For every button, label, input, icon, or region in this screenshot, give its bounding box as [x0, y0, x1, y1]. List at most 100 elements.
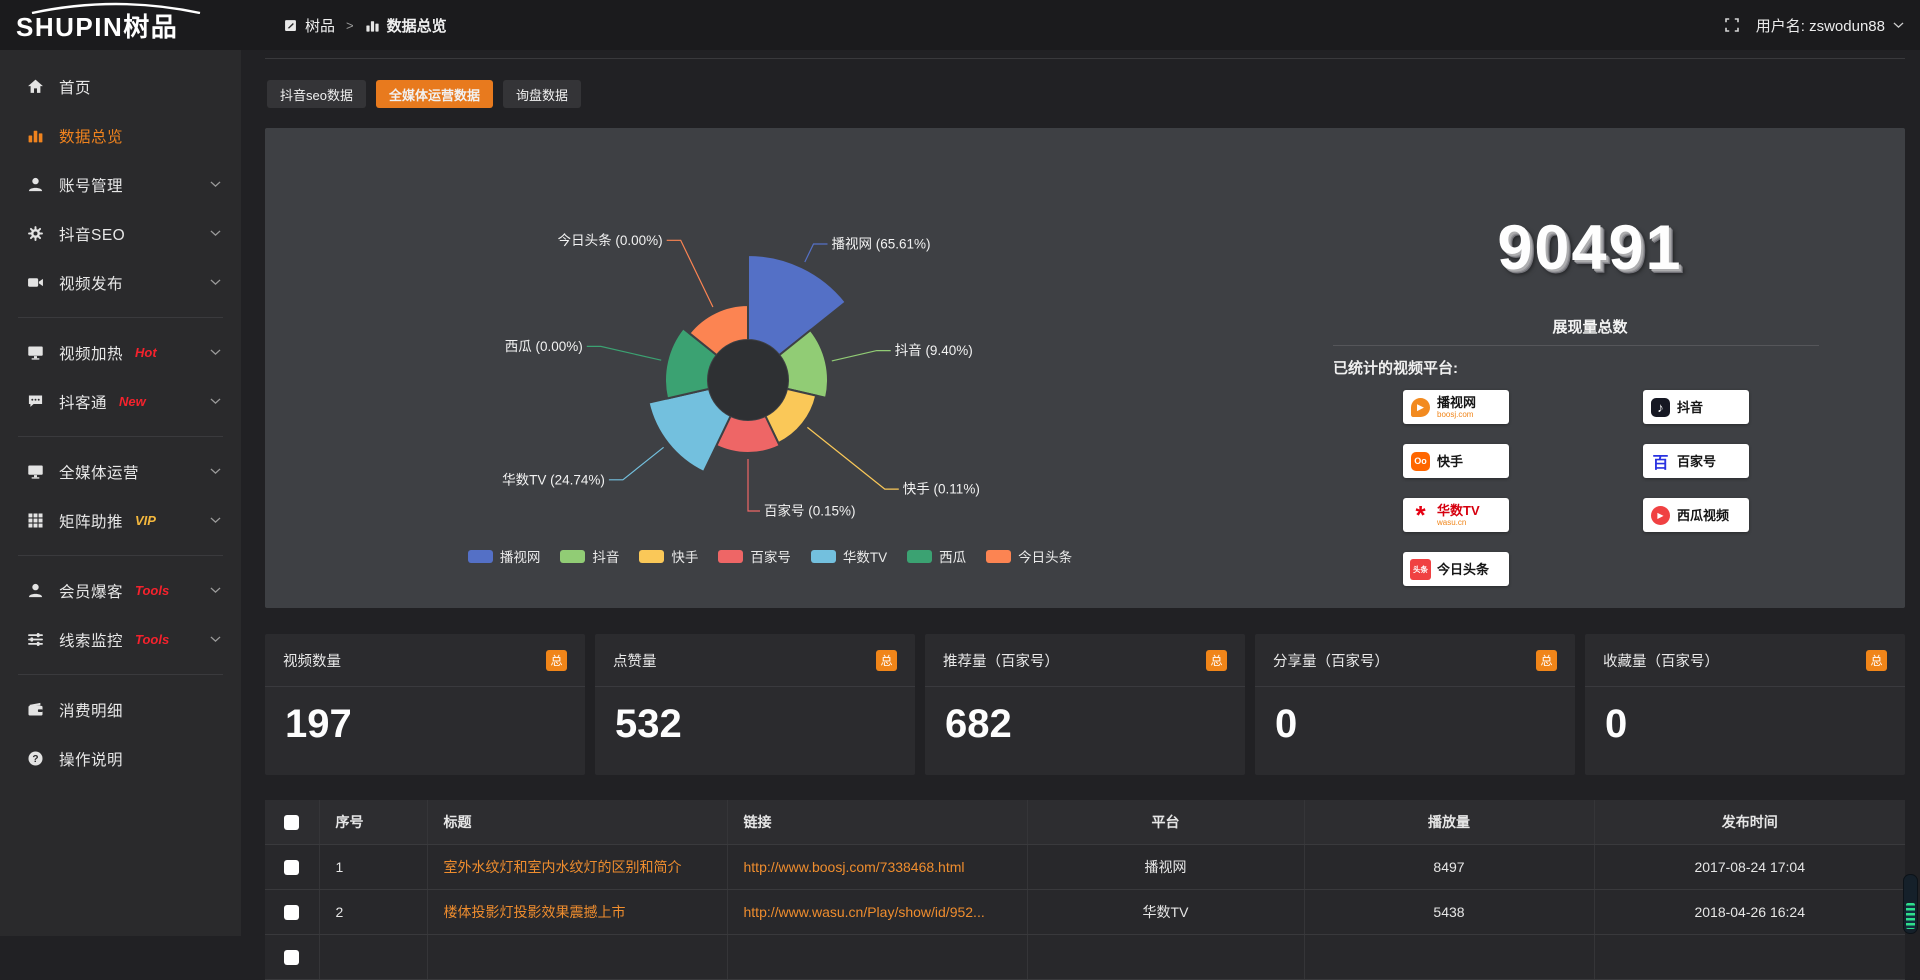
- fullscreen-icon[interactable]: [1724, 17, 1740, 33]
- breadcrumb-root[interactable]: 树品: [305, 17, 336, 35]
- platform-name: 播视网: [1437, 394, 1477, 410]
- grid-icon: [27, 512, 44, 529]
- videos-table: 序号 标题 链接 平台 播放量 发布时间 1 室外水纹灯和室内水纹灯的区别和简介 http://…: [265, 800, 1905, 980]
- sidebar-item-3[interactable]: 抖音SEO: [0, 209, 241, 258]
- table-row-1: 2 楼体投影灯投影效果震撼上市 http://www.wasu.cn/Play/sh…: [265, 889, 1905, 935]
- table-header-row: 序号 标题 链接 平台 播放量 发布时间: [265, 800, 1905, 845]
- sidebar-item-label: 账号管理: [59, 177, 124, 195]
- tab-0[interactable]: 抖音seo数据: [267, 80, 366, 108]
- stat-card-header: 推荐量（百家号） 总: [925, 634, 1245, 687]
- platform-badge-抖音[interactable]: ♪ 抖音: [1643, 390, 1749, 424]
- platform-column-left: ▶ 播视网 boosj.com Oo 快手 * 华数TV wasu.cn 头条 今日头条: [1403, 390, 1509, 586]
- toutiao-logo-icon: 头条: [1410, 558, 1431, 580]
- total-badge[interactable]: 总: [1206, 649, 1227, 671]
- row-checkbox[interactable]: [284, 905, 300, 921]
- total-badge[interactable]: 总: [546, 649, 567, 671]
- table-row-0: 1 室外水纹灯和室内水纹灯的区别和简介 http://www.boosj.com/7…: [265, 844, 1905, 890]
- sidebar-item-0[interactable]: 首页: [0, 62, 241, 111]
- question-icon: ?: [27, 750, 44, 767]
- sidebar-item-label: 视频发布: [59, 275, 124, 293]
- tab-1[interactable]: 全媒体运营数据: [375, 80, 493, 108]
- legend-item-今日头条[interactable]: 今日头条: [986, 546, 1072, 566]
- total-badge[interactable]: 总: [1866, 649, 1887, 671]
- sidebar-item-2[interactable]: 账号管理: [0, 160, 241, 209]
- logo-text: SHUPIN树品: [16, 12, 179, 42]
- chevron-down-icon: [210, 230, 221, 237]
- platform-sub: wasu.cn: [1437, 517, 1467, 527]
- rose-pie-svg: 播视网 (65.61%) 抖音 (9.40%) 快手 (0.11%) 百家号 (0.1…: [502, 232, 980, 519]
- pie-label-抖音: 抖音 (9.40%): [895, 342, 973, 358]
- pie-label-华数TV: 华数TV (24.74%): [502, 472, 605, 487]
- platform-badge-播视网[interactable]: ▶ 播视网 boosj.com: [1403, 390, 1509, 424]
- sidebar-item-label: 数据总览: [59, 128, 124, 146]
- total-badge[interactable]: 总: [1536, 649, 1557, 671]
- sidebar-item-tag: Tools: [135, 583, 170, 598]
- user-icon: [27, 582, 44, 599]
- row-checkbox[interactable]: [284, 860, 300, 876]
- legend-item-快手[interactable]: 快手: [639, 546, 698, 566]
- sidebar-item-7[interactable]: 全媒体运营: [0, 447, 241, 496]
- stat-card-header: 收藏量（百家号） 总: [1585, 634, 1905, 687]
- platform-sub: boosj.com: [1437, 409, 1474, 419]
- legend-label: 播视网: [499, 550, 541, 565]
- cell-time: 2018-04-26 16:24: [1593, 889, 1905, 935]
- platform-badge-西瓜视频[interactable]: ▶ 西瓜视频: [1643, 498, 1749, 532]
- stat-card-label: 推荐量（百家号）: [943, 653, 1059, 670]
- sidebar-item-4[interactable]: 视频发布: [0, 258, 241, 307]
- sidebar-divider: [18, 436, 223, 437]
- sidebar-item-10[interactable]: 线索监控 Tools: [0, 615, 241, 664]
- legend-item-华数TV[interactable]: 华数TV: [810, 546, 888, 566]
- sidebar-item-8[interactable]: 矩阵助推 VIP: [0, 496, 241, 545]
- legend-item-抖音[interactable]: 抖音: [560, 546, 619, 566]
- legend-label: 今日头条: [1018, 550, 1073, 565]
- sidebar-item-label: 抖客通: [59, 394, 108, 412]
- cell-num: 1: [318, 844, 427, 890]
- cell-url-link[interactable]: http://www.wasu.cn/Play/show/id/952...: [726, 889, 1027, 935]
- col-time: 发布时间: [1593, 800, 1905, 845]
- platform-name: 百家号: [1677, 453, 1717, 469]
- sidebar-item-1[interactable]: 数据总览: [0, 111, 241, 160]
- legend-item-播视网[interactable]: 播视网: [467, 546, 541, 566]
- breadcrumb: 树品 > 数据总览: [283, 0, 447, 50]
- sidebar-item-9[interactable]: 会员爆客 Tools: [0, 566, 241, 615]
- platform-badge-百家号[interactable]: 百百家号: [1643, 444, 1749, 478]
- video-icon: [27, 274, 44, 291]
- svg-text:?: ?: [32, 754, 38, 765]
- platform-badge-今日头条[interactable]: 头条 今日头条: [1403, 552, 1509, 586]
- logo-arc-icon: [31, 2, 201, 14]
- row-checkbox[interactable]: [284, 950, 300, 966]
- tab-2[interactable]: 询盘数据: [502, 80, 581, 108]
- legend-item-西瓜[interactable]: 西瓜: [907, 546, 966, 566]
- monitor-icon: [27, 344, 44, 361]
- select-all-checkbox[interactable]: [284, 815, 300, 831]
- legend-swatch: [810, 549, 836, 563]
- stat-card-label: 视频数量: [283, 653, 341, 670]
- total-badge[interactable]: 总: [876, 649, 897, 671]
- cell-title-link[interactable]: 楼体投影灯投影效果震撼上市: [426, 889, 727, 935]
- pie-leader-line: [831, 350, 891, 362]
- stat-card-label: 分享量（百家号）: [1273, 653, 1389, 670]
- pie-label-今日头条: 今日头条 (0.00%): [558, 232, 663, 248]
- scroll-indicator[interactable]: [1903, 874, 1918, 934]
- cell-url-link[interactable]: http://www.boosj.com/7338468.html: [726, 844, 1027, 890]
- breadcrumb-current[interactable]: 数据总览: [386, 17, 447, 35]
- sidebar-item-6[interactable]: 抖客通 New: [0, 377, 241, 426]
- pie-label-播视网: 播视网 (65.61%): [832, 237, 931, 252]
- col-num: 序号: [318, 800, 427, 845]
- sidebar-item-12[interactable]: ? 操作说明: [0, 734, 241, 783]
- stat-card-value: 197: [285, 702, 352, 746]
- platform-badge-快手[interactable]: Oo 快手: [1403, 444, 1509, 478]
- sidebar-item-label: 会员爆客: [59, 583, 124, 601]
- app-logo[interactable]: SHUPIN树品: [16, 2, 246, 40]
- sidebar-item-5[interactable]: 视频加热 Hot: [0, 328, 241, 377]
- legend-item-百家号[interactable]: 百家号: [718, 546, 791, 566]
- sidebar-item-11[interactable]: 消费明细: [0, 685, 241, 734]
- platform-badge-华数TV[interactable]: * 华数TV wasu.cn: [1403, 498, 1509, 532]
- sidebar-item-tag: Tools: [135, 632, 170, 647]
- sidebar-item-tag: VIP: [135, 513, 156, 528]
- legend-swatch: [986, 549, 1012, 563]
- legend-label: 华数TV: [842, 550, 888, 565]
- username-menu[interactable]: 用户名: zswodun88: [1756, 15, 1904, 36]
- cell-title-link[interactable]: 室外水纹灯和室内水纹灯的区别和简介: [426, 844, 727, 890]
- sidebar-item-tag: New: [119, 394, 146, 409]
